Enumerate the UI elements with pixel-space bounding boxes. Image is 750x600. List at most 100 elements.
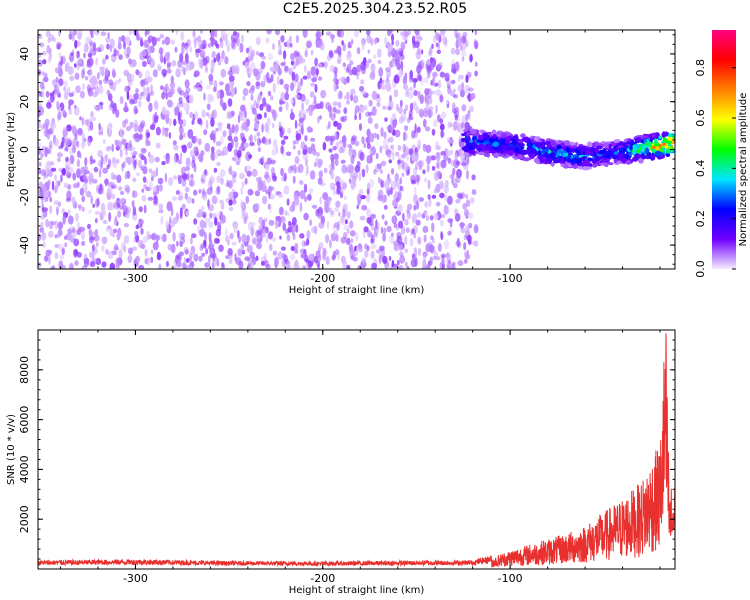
spectrogram-noise-mark: [85, 36, 92, 45]
spectrogram-noise-mark: [122, 160, 126, 168]
spectrogram-noise-mark: [304, 196, 308, 203]
spectrogram-noise-mark: [253, 99, 257, 107]
spectrogram-noise-mark: [446, 253, 452, 261]
spectrogram-noise-mark: [439, 71, 446, 78]
spectrogram-noise-mark: [234, 140, 239, 149]
spectrogram-noise-mark: [373, 132, 378, 139]
spectrogram-noise-mark: [70, 51, 74, 57]
spectrogram-noise-mark: [241, 181, 245, 188]
spectrogram-noise-mark: [248, 49, 252, 58]
spectrogram-noise-mark: [41, 198, 44, 205]
spectrogram-noise-mark: [172, 231, 176, 242]
spectrogram-signal-mark: [602, 147, 607, 154]
spectrogram-noise-mark: [81, 140, 85, 150]
spectrogram-signal-mark: [570, 158, 577, 164]
spectrogram-noise-mark: [261, 123, 264, 133]
spectrogram-noise-mark: [76, 228, 82, 236]
spectrogram-noise-mark: [69, 30, 72, 41]
spectrogram-signal-mark: [479, 139, 484, 144]
spectrogram-noise-mark: [461, 115, 466, 120]
spectrogram-noise-mark: [103, 155, 108, 165]
spectrogram-noise-mark: [61, 247, 65, 255]
spectrogram-noise-mark: [257, 146, 262, 153]
spectrogram-noise-mark: [439, 123, 445, 131]
spectrogram-noise-mark: [60, 55, 64, 66]
spectrogram-noise-mark: [349, 220, 354, 229]
spectrogram-signal-mark: [562, 152, 566, 158]
spectrogram-noise-mark: [204, 55, 210, 64]
spectrogram-noise-mark: [138, 264, 145, 269]
spectrogram-noise-mark: [294, 73, 299, 83]
spectrogram-noise-mark: [315, 68, 319, 76]
spectrogram-noise-mark: [42, 76, 49, 83]
spectrogram-noise-mark: [366, 128, 371, 137]
snr-series-line: [38, 333, 675, 568]
spectrogram-noise-mark: [83, 52, 86, 59]
spectrogram-noise-mark: [46, 129, 53, 134]
spectrogram-noise-mark: [151, 36, 157, 47]
spectrogram-noise-mark: [385, 80, 391, 88]
spectrogram-noise-mark: [451, 67, 457, 74]
spectrogram-signal-mark: [533, 158, 540, 163]
spectrogram-noise-mark: [391, 40, 395, 46]
spectrogram-noise-mark: [356, 193, 362, 203]
spectrogram-noise-mark: [98, 101, 104, 106]
spectrogram-noise-mark: [111, 156, 117, 164]
spectrogram-noise-mark: [79, 153, 82, 159]
spectrogram-noise-mark: [391, 259, 395, 268]
spectrogram-x-ticks: -300 -200 -100: [59, 30, 661, 285]
spectrogram-noise-mark: [75, 213, 79, 222]
spectrogram-noise-mark: [451, 63, 456, 70]
spectrogram-noise-mark: [49, 197, 53, 203]
spectrogram-noise-mark: [367, 111, 374, 117]
spectrogram-noise-mark: [350, 238, 354, 244]
spectrogram-noise-mark: [302, 30, 308, 38]
y-tick-label: -20: [18, 188, 31, 206]
spectrogram-noise-mark: [266, 72, 270, 81]
spectrogram-noise-mark: [342, 209, 346, 218]
spectrogram-noise-mark: [409, 102, 414, 112]
spectrogram-signal-mark: [668, 133, 673, 138]
snr-y-axis-label: SNR (10 * v/v): [6, 414, 17, 485]
spectrogram-noise-mark: [178, 175, 182, 185]
spectrogram-noise-mark: [241, 233, 247, 244]
spectrogram-noise-mark: [88, 177, 93, 185]
spectrogram-noise-mark: [127, 79, 133, 87]
spectrogram-noise-mark: [190, 173, 194, 179]
spectrogram-noise-mark: [105, 248, 109, 255]
spectrogram-noise-mark: [463, 208, 470, 217]
spectrogram-noise-mark: [289, 112, 295, 121]
spectrogram-signal-mark: [665, 153, 671, 157]
spectrogram-noise-mark: [304, 98, 310, 106]
spectrogram-signal-mark: [580, 150, 584, 154]
spectrogram-noise-mark: [157, 235, 161, 241]
spectrogram-noise-mark: [287, 165, 293, 174]
spectrogram-noise-mark: [64, 242, 68, 248]
spectrogram-noise-mark: [138, 159, 142, 168]
spectrogram-noise-mark: [200, 178, 205, 183]
spectrogram-noise-mark: [272, 42, 275, 51]
spectrogram-noise-mark: [399, 255, 406, 264]
spectrogram-noise-mark: [364, 243, 368, 250]
spectrogram-noise-mark: [453, 94, 459, 99]
spectrogram-noise-mark: [168, 176, 174, 187]
spectrogram-noise-mark: [397, 155, 402, 160]
spectrogram-noise-mark: [193, 218, 198, 225]
spectrogram-noise-mark: [218, 125, 223, 132]
spectrogram-noise-mark: [417, 248, 422, 256]
spectrogram-noise-mark: [122, 244, 127, 253]
y-tick-label: 4000: [18, 455, 31, 483]
spectrogram-noise-mark: [87, 223, 91, 230]
y-tick-label: 6000: [18, 406, 31, 434]
spectrogram-noise-mark: [219, 199, 224, 204]
spectrogram-signal-mark: [565, 161, 569, 167]
spectrogram-noise-mark: [417, 212, 422, 218]
spectrogram-noise-mark: [101, 245, 105, 252]
spectrogram-noise-mark: [249, 134, 254, 143]
spectrogram-noise-mark: [180, 166, 186, 176]
spectrogram-noise-mark: [136, 33, 140, 41]
spectrogram-noise-mark: [116, 158, 120, 164]
spectrogram-noise-mark: [271, 149, 277, 156]
spectrogram-noise-mark: [260, 60, 266, 70]
spectrogram-signal-mark: [658, 135, 662, 140]
